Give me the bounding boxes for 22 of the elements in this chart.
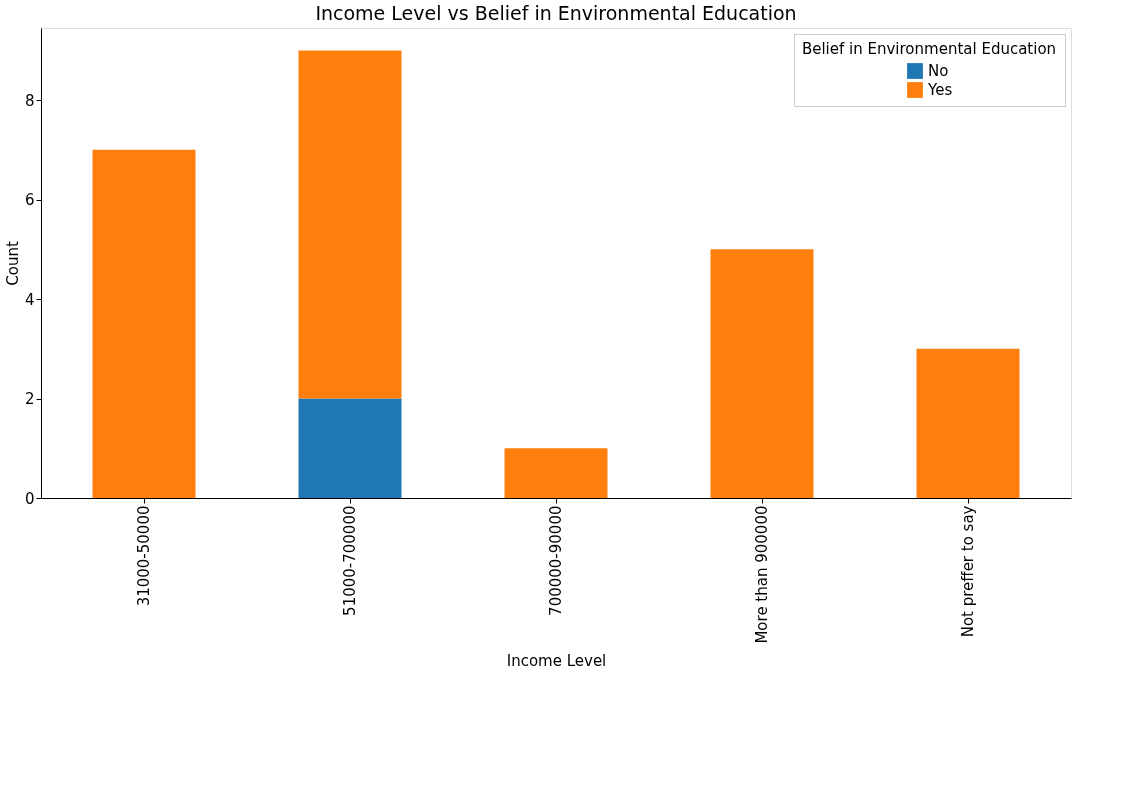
y-tick-label: 8 xyxy=(24,91,35,110)
x-tick-label: 700000-90000 xyxy=(547,505,565,616)
x-tick-label: More than 900000 xyxy=(753,505,771,644)
x-axis-title: Income Level xyxy=(506,651,607,670)
y-tick-label: 0 xyxy=(24,489,35,508)
x-tick-label: 31000-50000 xyxy=(135,505,153,607)
bar xyxy=(92,149,196,498)
y-axis-title: Count xyxy=(3,241,22,286)
y-tick-label: 2 xyxy=(24,390,35,409)
legend-label: Yes xyxy=(927,81,953,99)
x-tick-label: Not preffer to say xyxy=(959,505,977,638)
chart-title: Income Level vs Belief in Environmental Education xyxy=(315,2,797,24)
x-tick-label: 51000-700000 xyxy=(341,505,359,616)
bar xyxy=(916,348,1020,498)
bar xyxy=(504,448,608,498)
legend-label: No xyxy=(928,62,949,80)
y-tick-label: 4 xyxy=(24,290,35,309)
bar xyxy=(298,50,402,399)
bar xyxy=(710,249,814,498)
y-tick-label: 6 xyxy=(24,191,35,210)
legend-title: Belief in Environmental Education xyxy=(801,40,1057,58)
bar xyxy=(298,398,402,498)
